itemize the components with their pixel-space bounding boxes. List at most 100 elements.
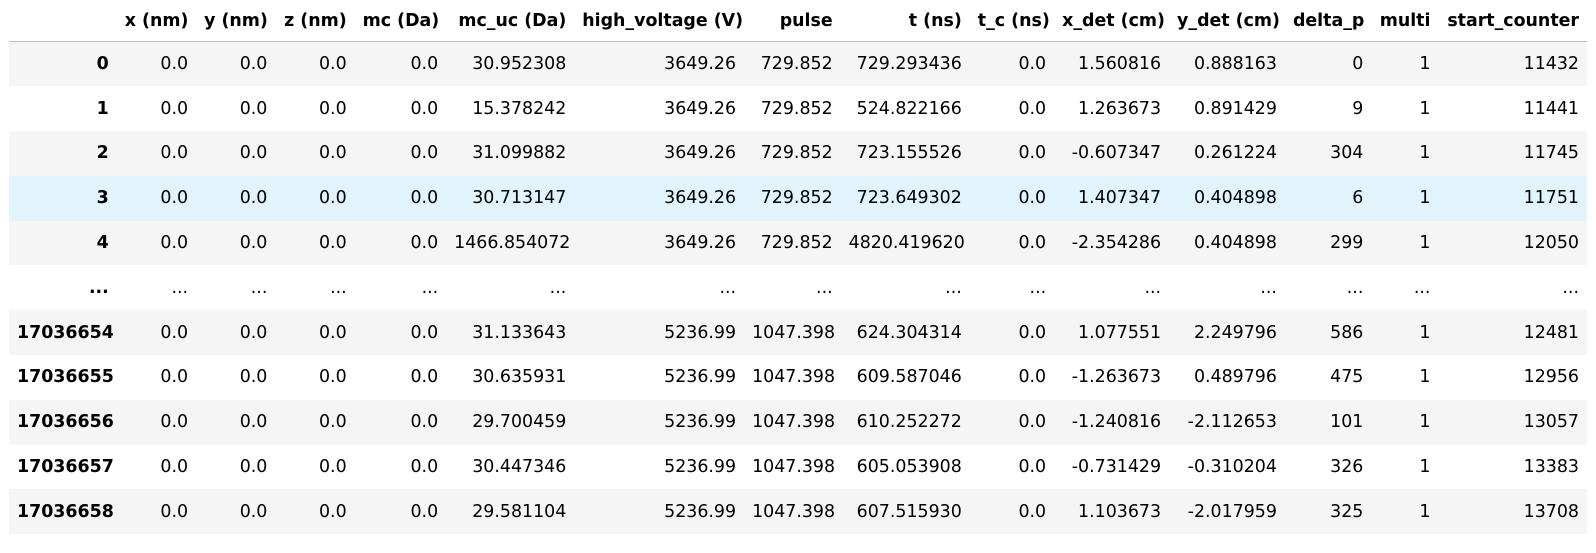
table-cell: 1.407347 xyxy=(1078,188,1162,209)
table-cell: 1047.398 xyxy=(752,412,836,433)
table-cell: 0.0 xyxy=(239,322,268,343)
table-cell: 29.581104 xyxy=(472,501,567,522)
table-cell: 0.0 xyxy=(160,322,189,343)
table-cell: 29.700459 xyxy=(472,412,567,433)
row-index: ... xyxy=(88,277,109,298)
table-cell: 0.0 xyxy=(318,98,347,119)
table-cell: 11745 xyxy=(1523,143,1579,164)
table-row: 17036654 0.0 0.0 0.0 0.0 31.133643 5236.99 1047… xyxy=(9,310,1587,356)
table-row: 17036657 0.0 0.0 0.0 0.0 30.447346 5236.99 1047… xyxy=(9,444,1587,490)
table-cell: 729.852 xyxy=(760,188,833,209)
column-header: mc (Da) xyxy=(354,0,447,42)
table-cell: 0.0 xyxy=(160,457,189,478)
table-cell: 1 xyxy=(1419,188,1431,209)
table-cell: 3649.26 xyxy=(664,188,737,209)
table-cell: 101 xyxy=(1330,412,1364,433)
table-cell: 0.0 xyxy=(318,412,347,433)
table-body: 0 0.0 0.0 0.0 0.0 30.952308 3649.26 729.852 729.… xyxy=(9,41,1587,535)
table-cell: ... xyxy=(171,277,189,298)
table-cell: 524.822166 xyxy=(856,98,962,119)
table-cell: 0.0 xyxy=(1018,501,1047,522)
table-cell: 1 xyxy=(1419,233,1431,254)
table-cell: 586 xyxy=(1330,322,1364,343)
table-cell: 0.0 xyxy=(410,501,439,522)
table-cell: 0.0 xyxy=(160,143,189,164)
column-header: high_voltage (V) xyxy=(574,0,745,42)
table-cell: 1 xyxy=(1419,322,1431,343)
table-cell: -0.731429 xyxy=(1071,457,1162,478)
table-cell: 31.099882 xyxy=(472,143,567,164)
table-cell: 0.261224 xyxy=(1193,143,1277,164)
table-cell: 0.0 xyxy=(1018,233,1047,254)
column-header: pulse xyxy=(744,0,841,42)
table-cell: 1047.398 xyxy=(752,457,836,478)
table-row: 17036658 0.0 0.0 0.0 0.0 29.581104 5236.99 1047… xyxy=(9,489,1587,535)
table-cell: 304 xyxy=(1330,143,1364,164)
table-cell: 0.0 xyxy=(410,98,439,119)
table-cell: 5236.99 xyxy=(664,322,737,343)
table-cell: 0.0 xyxy=(1018,54,1047,75)
table-cell: 1047.398 xyxy=(752,501,836,522)
table-cell: 5236.99 xyxy=(664,501,737,522)
table-cell: 0.0 xyxy=(239,143,268,164)
row-index: 4 xyxy=(96,233,109,254)
table-cell: 11751 xyxy=(1523,188,1579,209)
row-index: 17036658 xyxy=(17,501,114,522)
table-cell: 0.404898 xyxy=(1193,188,1277,209)
table-cell: 607.515930 xyxy=(856,501,962,522)
table-cell: 30.952308 xyxy=(472,54,567,75)
table-row: 4 0.0 0.0 0.0 0.0 1466.854072 3649.26 729.852 48… xyxy=(9,220,1587,266)
table-cell: 0.0 xyxy=(160,54,189,75)
table-cell: ... xyxy=(1346,277,1364,298)
table-cell: -1.263673 xyxy=(1071,367,1162,388)
table-cell: 5236.99 xyxy=(664,412,737,433)
table-cell: 13057 xyxy=(1523,412,1579,433)
table-cell: 4820.419620 xyxy=(848,233,965,254)
table-cell: 0.0 xyxy=(410,188,439,209)
table-cell: 0.0 xyxy=(318,143,347,164)
table-cell: 0.0 xyxy=(318,233,347,254)
table-cell: ... xyxy=(1029,277,1047,298)
row-index: 2 xyxy=(96,143,109,164)
table-cell: 729.293436 xyxy=(856,54,962,75)
table-cell: 11432 xyxy=(1523,54,1579,75)
table-cell: -0.607347 xyxy=(1071,143,1162,164)
table-cell: 6 xyxy=(1352,188,1364,209)
column-header: y_det (cm) xyxy=(1169,0,1285,42)
table-cell: -2.354286 xyxy=(1071,233,1162,254)
table-cell: 0.0 xyxy=(239,233,268,254)
table-cell: ... xyxy=(1144,277,1162,298)
index-header xyxy=(9,0,117,42)
table-cell: 1.103673 xyxy=(1078,501,1162,522)
table-cell: 1.263673 xyxy=(1078,98,1162,119)
table-cell: ... xyxy=(1562,277,1579,298)
table-cell: 0.489796 xyxy=(1193,367,1277,388)
table-row: 1 0.0 0.0 0.0 0.0 15.378242 3649.26 729.852 524.… xyxy=(9,86,1587,132)
table-cell: 9 xyxy=(1352,98,1364,119)
table-cell: 1 xyxy=(1419,412,1431,433)
table-row: 17036655 0.0 0.0 0.0 0.0 30.635931 5236.99 1047… xyxy=(9,355,1587,400)
table-cell: 0.0 xyxy=(318,501,347,522)
table-cell: 30.447346 xyxy=(472,457,567,478)
table-cell: 0.0 xyxy=(410,322,439,343)
table-cell: 3649.26 xyxy=(664,54,737,75)
table-cell: 0.0 xyxy=(1018,188,1047,209)
table-cell: 0 xyxy=(1352,54,1364,75)
table-cell: 0.0 xyxy=(239,54,268,75)
table-cell: 723.649302 xyxy=(856,188,962,209)
table-cell: 0.404898 xyxy=(1193,233,1277,254)
table-cell: 1 xyxy=(1419,457,1431,478)
table-cell: -2.017959 xyxy=(1187,501,1277,522)
row-index: 0 xyxy=(96,54,109,75)
table-cell: 1.560816 xyxy=(1078,54,1162,75)
row-index: 17036657 xyxy=(17,457,114,478)
table-cell: 0.0 xyxy=(1018,367,1047,388)
table-cell: ... xyxy=(1413,277,1431,298)
table-cell: 0.0 xyxy=(318,367,347,388)
table-cell: 0.0 xyxy=(1018,412,1047,433)
table-cell: 0.0 xyxy=(160,98,189,119)
table-cell: ... xyxy=(1260,277,1277,298)
table-cell: 1.077551 xyxy=(1078,322,1162,343)
table-cell: 11441 xyxy=(1523,98,1579,119)
table-cell: 0.0 xyxy=(410,54,439,75)
